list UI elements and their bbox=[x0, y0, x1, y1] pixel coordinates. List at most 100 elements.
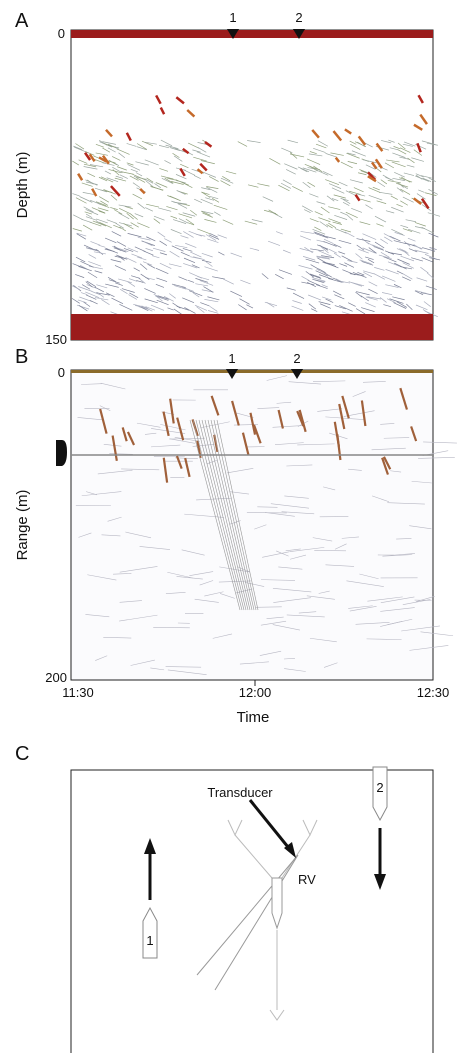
texture-stroke bbox=[86, 247, 99, 251]
texture-stroke bbox=[426, 272, 434, 279]
texture-stroke bbox=[390, 195, 398, 200]
texture-stroke bbox=[414, 290, 424, 296]
texture-stroke bbox=[125, 531, 152, 539]
texture-stroke bbox=[312, 229, 326, 235]
texture-stroke bbox=[98, 244, 106, 248]
texture-stroke bbox=[89, 299, 98, 305]
arrowhead bbox=[144, 838, 156, 854]
texture-stroke bbox=[371, 447, 406, 451]
texture-stroke bbox=[118, 212, 130, 220]
texture-stroke bbox=[128, 294, 138, 300]
texture-stroke bbox=[72, 285, 80, 290]
texture-stroke bbox=[292, 300, 302, 304]
texture-stroke bbox=[81, 491, 122, 497]
texture-stroke bbox=[354, 141, 367, 147]
texture-stroke bbox=[356, 193, 366, 197]
texture-stroke bbox=[145, 180, 154, 187]
panel-label: C bbox=[15, 743, 29, 765]
texture-stroke bbox=[361, 261, 374, 266]
texture-stroke bbox=[317, 244, 329, 250]
texture-stroke bbox=[177, 203, 188, 209]
texture-stroke bbox=[416, 193, 426, 200]
texture-stroke bbox=[94, 187, 107, 193]
texture-stroke bbox=[120, 289, 128, 295]
texture-stroke bbox=[182, 147, 190, 155]
texture-stroke bbox=[72, 160, 80, 166]
texture-stroke bbox=[310, 308, 318, 312]
texture-stroke bbox=[302, 181, 311, 189]
texture-stroke bbox=[341, 536, 359, 539]
texture-stroke bbox=[358, 248, 369, 254]
rv-boat bbox=[271, 877, 283, 930]
texture-stroke bbox=[411, 480, 432, 484]
texture-stroke bbox=[326, 224, 333, 229]
texture-stroke bbox=[297, 166, 310, 173]
texture-stroke bbox=[137, 236, 151, 241]
texture-stroke bbox=[95, 152, 108, 156]
texture-stroke bbox=[310, 264, 320, 270]
texture-stroke bbox=[88, 153, 96, 163]
texture-stroke bbox=[268, 209, 278, 216]
marker-label: 1 bbox=[229, 10, 236, 25]
texture-stroke bbox=[378, 254, 392, 259]
texture-stroke bbox=[338, 239, 352, 244]
texture-stroke bbox=[120, 171, 134, 175]
texture-stroke bbox=[213, 204, 228, 210]
texture-stroke bbox=[333, 243, 342, 248]
texture-stroke bbox=[405, 242, 415, 247]
texture-stroke bbox=[83, 163, 97, 168]
texture-stroke bbox=[141, 305, 153, 312]
texture-stroke bbox=[332, 290, 342, 296]
texture-stroke bbox=[206, 186, 218, 193]
texture-stroke bbox=[167, 571, 193, 579]
texture-stroke bbox=[110, 207, 118, 210]
texture-stroke bbox=[85, 216, 98, 221]
texture-stroke bbox=[315, 143, 327, 149]
texture-stroke bbox=[222, 176, 231, 182]
texture-stroke bbox=[381, 292, 393, 296]
texture-stroke bbox=[308, 294, 322, 301]
texture-stroke bbox=[199, 162, 208, 172]
texture-stroke bbox=[367, 175, 377, 183]
texture-stroke bbox=[103, 636, 132, 639]
texture-stroke bbox=[351, 282, 365, 287]
texture-stroke bbox=[427, 212, 441, 217]
texture-stroke bbox=[370, 161, 378, 170]
texture-stroke bbox=[204, 591, 224, 597]
texture-stroke bbox=[333, 194, 346, 199]
texture-stroke bbox=[381, 140, 392, 144]
texture-stroke bbox=[143, 241, 153, 247]
texture-stroke bbox=[116, 166, 127, 171]
texture-stroke bbox=[178, 213, 193, 219]
texture-stroke bbox=[196, 306, 205, 313]
texture-stroke bbox=[318, 274, 334, 280]
surface-band bbox=[71, 370, 433, 373]
texture-stroke bbox=[289, 152, 298, 159]
texture-stroke bbox=[96, 218, 108, 224]
texture-stroke bbox=[175, 457, 198, 460]
y-tick-label: 0 bbox=[58, 365, 65, 380]
texture-stroke bbox=[98, 176, 108, 182]
boat-1 bbox=[142, 906, 158, 959]
texture-stroke bbox=[409, 645, 449, 651]
texture-stroke bbox=[418, 189, 425, 193]
texture-stroke bbox=[268, 240, 281, 246]
texture-stroke bbox=[363, 272, 373, 278]
texture-stroke bbox=[94, 297, 109, 301]
texture-stroke bbox=[217, 234, 228, 239]
texture-stroke bbox=[288, 381, 322, 385]
texture-stroke bbox=[402, 228, 413, 233]
texture-stroke bbox=[315, 270, 329, 277]
texture-stroke bbox=[159, 262, 172, 269]
texture-stroke bbox=[292, 292, 305, 299]
texture-stroke bbox=[144, 298, 158, 304]
texture-stroke bbox=[377, 181, 386, 188]
texture-stroke bbox=[350, 143, 361, 150]
texture-stroke bbox=[157, 295, 170, 300]
texture-stroke bbox=[146, 203, 160, 208]
texture-stroke bbox=[107, 276, 116, 282]
texture-stroke bbox=[396, 538, 412, 540]
texture-stroke bbox=[308, 153, 323, 157]
texture-stroke bbox=[160, 175, 174, 180]
